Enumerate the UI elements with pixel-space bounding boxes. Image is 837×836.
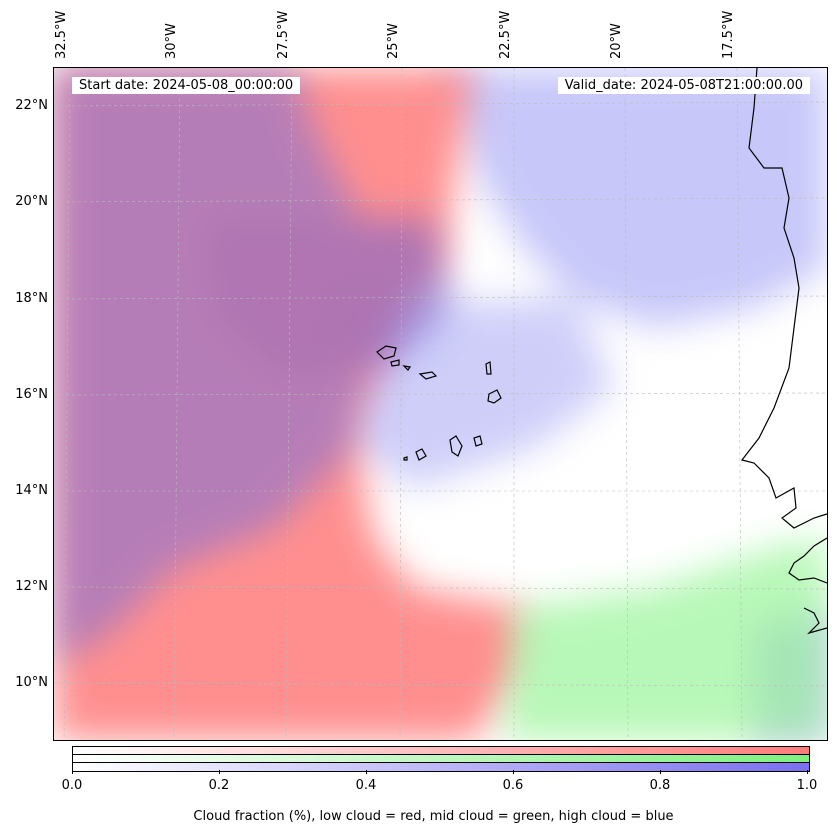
- lat-label-12n: 12°N: [15, 579, 48, 594]
- lon-label-17-5w: 17.5°W: [721, 10, 736, 59]
- colorbar-tick: [219, 770, 220, 774]
- overlap-layer: [54, 68, 454, 668]
- colorbar-tick-label: 1.0: [796, 778, 818, 793]
- colorbar-tick-label: 0.2: [208, 778, 230, 793]
- lon-label-22-5w: 22.5°W: [498, 10, 513, 59]
- colorbar-title: Cloud fraction (%), low cloud = red, mid…: [193, 809, 674, 824]
- start-date-label: Start date: 2024-05-08_00:00:00: [72, 77, 301, 94]
- colorbar-mid-cloud: [73, 755, 809, 763]
- mid-cloud-layer: [504, 538, 827, 740]
- colorbar-low-cloud: [73, 747, 809, 755]
- lat-label-18n: 18°N: [15, 291, 48, 306]
- lat-label-10n: 10°N: [15, 675, 48, 690]
- lat-label-20n: 20°N: [15, 194, 48, 209]
- coastline-south: [788, 537, 827, 635]
- colorbar-tick: [72, 770, 73, 774]
- colorbar-tick-label: 0.8: [649, 778, 671, 793]
- colorbar-tick: [660, 770, 661, 774]
- colorbar-tick: [513, 770, 514, 774]
- graticule: [54, 68, 827, 740]
- lon-label-20w: 20°W: [609, 23, 624, 59]
- valid-date-label: Valid_date: 2024-05-08T21:00:00.00: [557, 77, 810, 94]
- lat-label-22n: 22°N: [15, 98, 48, 113]
- lon-label-32-5w: 32.5°W: [54, 10, 69, 59]
- lat-label-14n: 14°N: [15, 483, 48, 498]
- colorbar: [72, 746, 810, 772]
- lon-label-25w: 25°W: [386, 23, 401, 59]
- colorbar-tick-label: 0.6: [502, 778, 524, 793]
- map-canvas: [54, 68, 827, 740]
- colorbar-tick-label: 0.4: [355, 778, 377, 793]
- lon-label-30w: 30°W: [164, 23, 179, 59]
- lat-label-16n: 16°N: [15, 387, 48, 402]
- colorbar-tick-label: 0.0: [61, 778, 83, 793]
- cloud-fraction-map[interactable]: Start date: 2024-05-08_00:00:00 Valid_da…: [53, 67, 828, 741]
- cape-verde-islands: [376, 345, 502, 461]
- coastline: [740, 68, 827, 529]
- colorbar-high-cloud: [73, 763, 809, 771]
- lon-label-27-5w: 27.5°W: [276, 10, 291, 59]
- colorbar-tick: [807, 770, 808, 774]
- colorbar-tick: [366, 770, 367, 774]
